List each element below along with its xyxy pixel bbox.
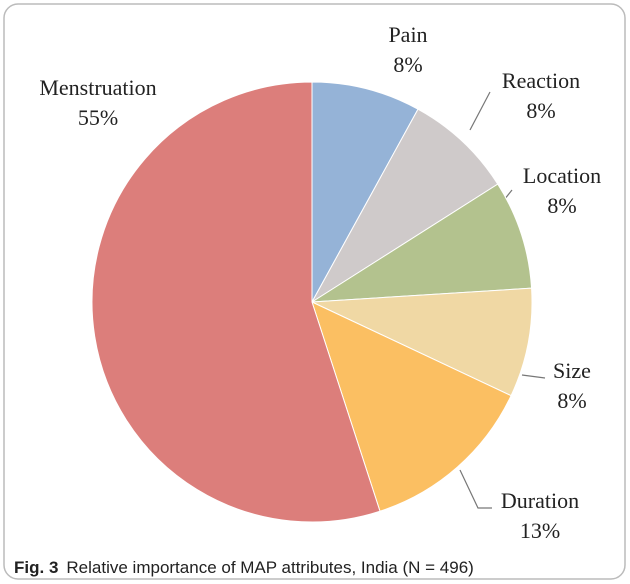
slice-value: 8% [526,98,555,123]
pie-slice [311,81,419,303]
caption-label: Fig. 3 [14,558,58,577]
slice-label: Menstruation [39,75,156,100]
pie-slice [311,287,533,397]
caption-text: Relative importance of MAP attributes, I… [66,558,473,577]
slice-label: Pain [388,22,427,47]
slice-value: 8% [547,193,576,218]
caption: Fig. 3 Relative importance of MAP attribu… [14,558,474,577]
pie-slice [91,81,381,523]
slice-value: 8% [393,52,422,77]
slice-label: Size [553,358,591,383]
slice-label: Duration [501,488,579,513]
slice-value: 55% [78,105,118,130]
slice-label: Reaction [502,68,580,93]
slice-value: 8% [557,388,586,413]
slice-label: Location [523,163,601,188]
pie-slice [311,301,512,512]
pie-slice [311,183,533,303]
pie-slice [311,108,499,303]
slice-value: 13% [520,518,560,543]
